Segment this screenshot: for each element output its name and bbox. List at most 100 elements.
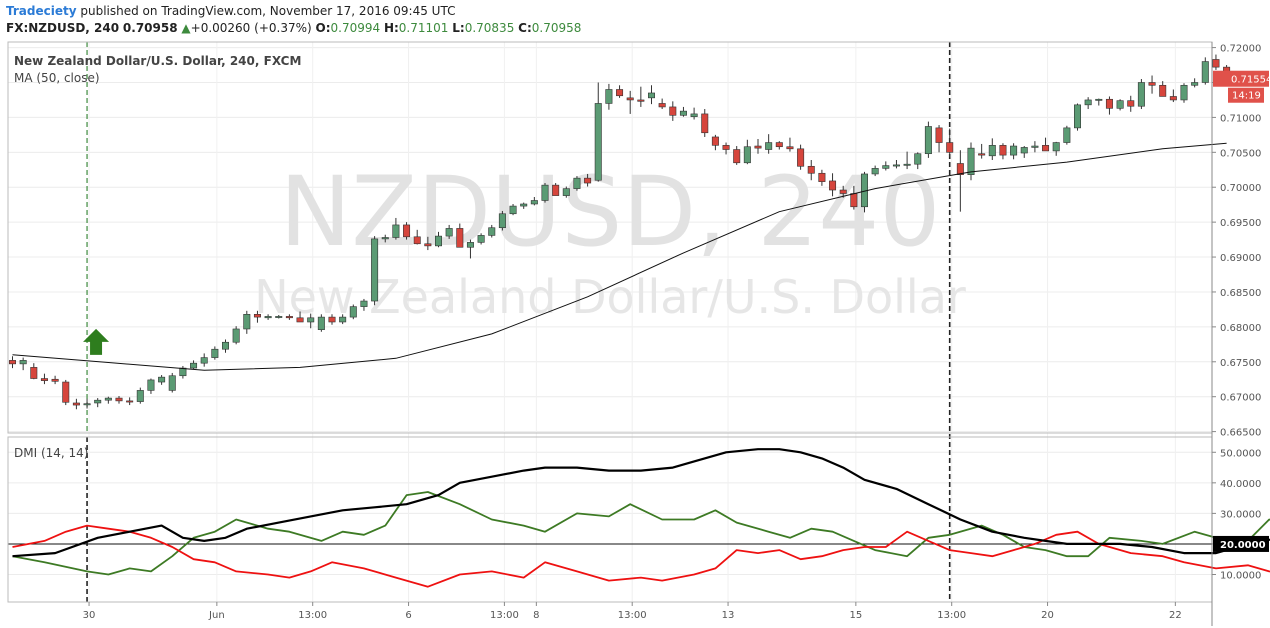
candle[interactable] [158,375,166,385]
candle[interactable] [488,224,496,238]
candle[interactable] [541,183,549,203]
candle[interactable] [190,360,198,370]
candle[interactable] [285,314,293,320]
candle[interactable] [903,151,911,170]
candle[interactable] [722,142,730,155]
candle[interactable] [200,353,208,367]
candle[interactable] [552,183,560,196]
candle[interactable] [62,379,70,406]
candle[interactable] [392,217,400,240]
candle[interactable] [1020,146,1028,158]
candle[interactable] [403,222,411,240]
candle[interactable] [754,139,762,154]
candle[interactable] [424,236,432,251]
candle[interactable] [381,234,389,243]
candle[interactable] [967,142,975,181]
candle[interactable] [797,144,805,170]
candle[interactable] [978,143,986,159]
candle[interactable] [626,90,634,114]
candle[interactable] [999,143,1007,160]
candle[interactable] [296,311,304,323]
author-link[interactable]: Tradeciety [6,4,77,18]
candle[interactable] [360,298,368,311]
candle[interactable] [1031,141,1039,153]
candle[interactable] [1212,54,1220,70]
candle[interactable] [818,169,826,186]
candle[interactable] [1137,79,1145,110]
candle[interactable] [1010,143,1018,160]
candle[interactable] [573,176,581,191]
candle[interactable] [1052,141,1060,156]
candle[interactable] [1042,137,1050,152]
candle[interactable] [637,86,645,107]
candle[interactable] [371,236,379,306]
candle[interactable] [1148,75,1156,94]
candle[interactable] [1105,96,1113,115]
candle[interactable] [477,233,485,245]
candle[interactable] [349,304,357,320]
candle[interactable] [126,397,134,406]
candle[interactable] [786,137,794,152]
candle[interactable] [733,146,741,165]
candle[interactable] [669,101,677,121]
price-axis[interactable]: 0.720000.715000.710000.705000.700000.695… [1212,44,1261,439]
candle[interactable] [147,378,155,394]
candle[interactable] [1159,81,1167,97]
candle[interactable] [509,203,517,216]
candle[interactable] [456,223,464,248]
candle[interactable] [264,314,272,320]
candle[interactable] [40,373,48,385]
candle[interactable] [988,138,996,160]
candle[interactable] [1169,89,1177,103]
candle[interactable] [413,229,421,245]
candle[interactable] [765,134,773,154]
candle[interactable] [711,134,719,151]
candle[interactable] [136,387,144,404]
candle[interactable] [1191,78,1199,88]
candle[interactable] [658,98,666,110]
candle[interactable] [701,109,709,137]
candle[interactable] [1180,83,1188,103]
candle[interactable] [83,398,91,409]
candle[interactable] [72,398,80,410]
candle[interactable] [871,165,879,177]
time-axis[interactable]: 30 Jun 13:00 6 13:00 8 13:00 13 15 13:00 20 22 [83,602,1182,621]
candle[interactable] [317,314,325,332]
candle[interactable] [914,152,922,170]
candle[interactable] [743,139,751,165]
candle[interactable] [30,363,38,380]
candle[interactable] [530,197,538,206]
candle[interactable] [243,310,251,334]
candle[interactable] [647,85,655,105]
candle[interactable] [956,150,964,212]
candle[interactable] [935,125,943,153]
candle[interactable] [946,128,954,158]
candle[interactable] [328,314,336,325]
candle[interactable] [211,346,219,360]
candle[interactable] [839,185,847,198]
candle[interactable] [1095,98,1103,106]
candle[interactable] [807,159,815,181]
candle[interactable] [584,173,592,187]
candle[interactable] [892,159,900,169]
candle[interactable] [882,161,890,171]
candle[interactable] [253,310,261,323]
candle[interactable] [104,396,112,404]
candle[interactable] [679,106,687,117]
candle[interactable] [690,107,698,120]
candles[interactable] [9,54,1231,410]
candle[interactable] [434,231,442,248]
candle[interactable] [115,395,123,404]
candle[interactable] [51,375,59,385]
candle[interactable] [924,121,932,158]
candle[interactable] [232,326,240,345]
candle[interactable] [829,173,837,197]
candle[interactable] [1116,99,1124,111]
candle[interactable] [9,356,17,369]
candle[interactable] [1084,97,1092,110]
candle[interactable] [605,83,613,110]
candle[interactable] [520,202,528,209]
candle[interactable] [1127,95,1135,112]
